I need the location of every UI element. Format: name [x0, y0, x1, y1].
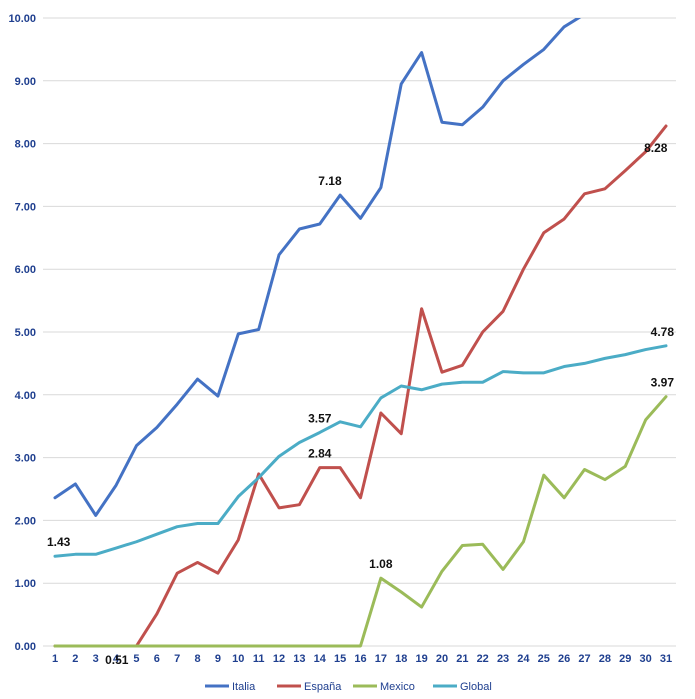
x-tick-label-8: 8 — [195, 653, 201, 665]
series-line-espaa — [53, 124, 668, 648]
x-tick-label-29: 29 — [619, 653, 631, 665]
x-tick-label-25: 25 — [538, 653, 550, 665]
data-label-mexico-31: 3.97 — [651, 376, 675, 390]
y-tick-label-9: 9.00 — [15, 76, 36, 88]
y-tick-label-10: 10.00 — [8, 13, 36, 25]
x-tick-label-3: 3 — [93, 653, 99, 665]
series-line-global — [53, 344, 668, 558]
x-tick-label-27: 27 — [578, 653, 590, 665]
x-tick-label-15: 15 — [334, 653, 346, 665]
x-tick-label-13: 13 — [293, 653, 305, 665]
x-tick-label-7: 7 — [174, 653, 180, 665]
data-label-italia-14_5: 7.18 — [318, 174, 342, 188]
x-tick-label-5: 5 — [133, 653, 139, 665]
y-tick-label-6: 6.00 — [15, 264, 36, 276]
data-label-global-14: 3.57 — [308, 411, 332, 425]
y-axis-ticks: 0.00 1.00 2.00 3.00 4.00 5.00 6.00 7.00 8.00 9.00… — [8, 13, 36, 653]
x-tick-label-22: 22 — [477, 653, 489, 665]
x-tick-label-16: 16 — [354, 653, 366, 665]
y-tick-label-2: 2.00 — [15, 515, 36, 527]
y-tick-label-7: 7.00 — [15, 201, 36, 213]
y-tick-label-0: 0.00 — [15, 641, 36, 653]
data-label-mexico-17: 1.08 — [369, 557, 393, 571]
legend-label-global: Global — [460, 681, 492, 693]
x-tick-label-24: 24 — [517, 653, 530, 665]
x-axis-ticks: 1 2 3 4 5 6 7 8 9 10 11 12 13 14 15 16 17 18 19 20 21 22 23 24 2… — [52, 653, 672, 665]
series-lines — [53, 18, 668, 648]
y-tick-label-1: 1.00 — [15, 578, 36, 590]
x-tick-label-28: 28 — [599, 653, 611, 665]
y-tick-label-8: 8.00 — [15, 139, 36, 151]
y-tick-label-3: 3.00 — [15, 453, 36, 465]
legend-label-espaa: España — [304, 681, 342, 693]
legend-label-mexico: Mexico — [380, 681, 415, 693]
x-tick-label-2: 2 — [72, 653, 78, 665]
x-tick-label-12: 12 — [273, 653, 285, 665]
data-label-espaa-14: 2.84 — [308, 447, 332, 461]
x-tick-label-26: 26 — [558, 653, 570, 665]
y-tick-label-4: 4.00 — [15, 390, 36, 402]
x-tick-label-18: 18 — [395, 653, 407, 665]
x-tick-label-30: 30 — [640, 653, 652, 665]
x-tick-label-20: 20 — [436, 653, 448, 665]
x-tick-label-4: 4 — [113, 653, 120, 665]
data-label-espaa-30_5: 8.28 — [644, 141, 668, 155]
y-tick-label-5: 5.00 — [15, 327, 36, 339]
data-label-global-1: 1.43 — [47, 535, 71, 549]
data-labels: 1.43 0.51 1.08 2.84 3.57 7.18 8.28 4.78 3.97 — [47, 141, 674, 667]
x-tick-label-6: 6 — [154, 653, 160, 665]
grid-lines — [43, 17, 676, 647]
x-tick-label-23: 23 — [497, 653, 509, 665]
x-tick-label-14: 14 — [314, 653, 327, 665]
series-line-mexico — [53, 395, 668, 648]
x-tick-label-10: 10 — [232, 653, 244, 665]
legend: Italia España Mexico Global — [205, 681, 492, 693]
data-label-espaa-5: 0.51 — [105, 653, 129, 667]
x-tick-label-1: 1 — [52, 653, 58, 665]
x-tick-label-9: 9 — [215, 653, 221, 665]
x-tick-label-31: 31 — [660, 653, 672, 665]
data-label-global-31: 4.78 — [651, 325, 675, 339]
x-tick-label-17: 17 — [375, 653, 387, 665]
x-tick-label-21: 21 — [456, 653, 468, 665]
x-tick-label-19: 19 — [415, 653, 427, 665]
legend-label-italia: Italia — [232, 681, 256, 693]
series-line-italia — [53, 18, 582, 517]
x-tick-label-11: 11 — [253, 653, 265, 665]
